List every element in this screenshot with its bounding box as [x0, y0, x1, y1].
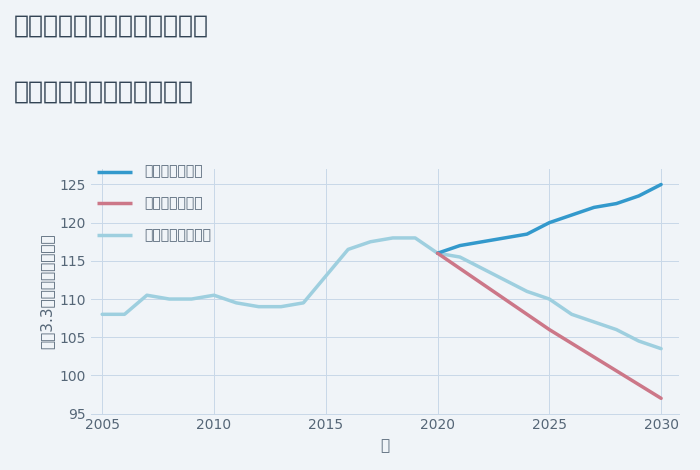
Y-axis label: 坪（3.3㎡）単価（万円）: 坪（3.3㎡）単価（万円） [39, 234, 54, 349]
Text: グッドシナリオ: グッドシナリオ [144, 164, 202, 179]
Text: ノーマルシナリオ: ノーマルシナリオ [144, 228, 211, 242]
Text: バッドシナリオ: バッドシナリオ [144, 196, 202, 211]
Text: 中古マンションの価格推移: 中古マンションの価格推移 [14, 80, 194, 104]
Text: 岐阜県本巣郡北方町東加茂の: 岐阜県本巣郡北方町東加茂の [14, 14, 209, 38]
X-axis label: 年: 年 [380, 438, 390, 453]
